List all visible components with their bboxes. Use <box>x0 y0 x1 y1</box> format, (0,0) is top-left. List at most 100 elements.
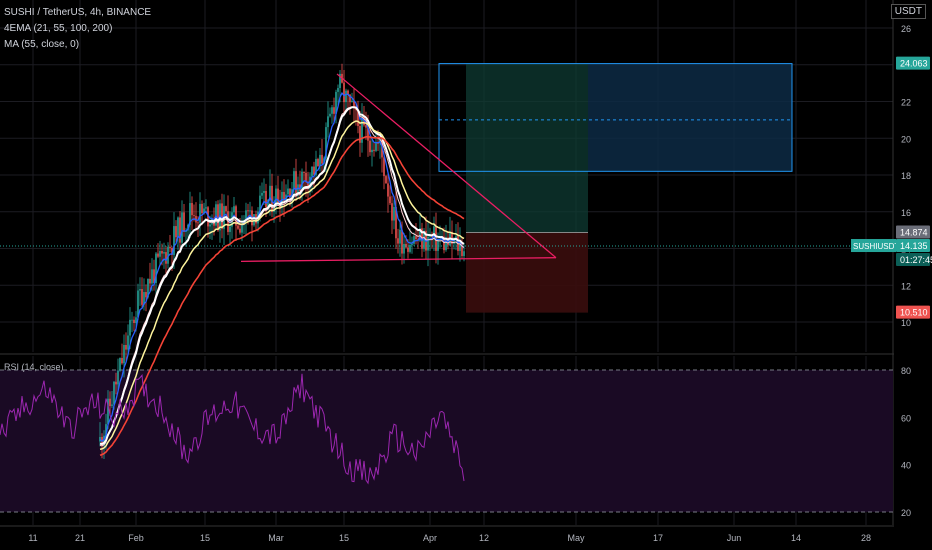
stop-price-tag-bg <box>896 305 930 319</box>
candle-body <box>453 239 455 244</box>
candle-body <box>159 251 161 257</box>
candle-body <box>445 237 447 251</box>
candle-body <box>233 206 235 213</box>
candle-body <box>369 140 371 153</box>
candle-body <box>407 247 409 252</box>
time-tick-label: Mar <box>268 533 284 543</box>
candle-body <box>135 317 137 324</box>
candle-body <box>169 246 171 249</box>
candle-body <box>305 172 307 183</box>
rsi-label[interactable]: RSI (14, close) <box>4 362 64 372</box>
candle-body <box>163 252 165 254</box>
candle-body <box>217 204 219 231</box>
candle-body <box>293 171 295 190</box>
candle-body <box>123 344 125 364</box>
candle-body <box>271 185 273 212</box>
candle-body <box>259 195 261 212</box>
triangle-upper-edge <box>336 73 557 259</box>
ema21-line <box>99 91 465 443</box>
candle-body <box>171 248 173 255</box>
ema100-line <box>99 120 465 450</box>
candle-body <box>269 185 271 200</box>
candle-body <box>393 206 395 221</box>
candle-body <box>315 158 317 175</box>
candle-body <box>317 158 319 167</box>
candle-body <box>361 116 363 143</box>
candle-body <box>339 73 341 89</box>
stop-zone <box>466 232 588 313</box>
time-tick-label: 12 <box>479 533 489 543</box>
rsi-pane <box>0 369 893 513</box>
candle-body <box>191 203 193 216</box>
candle-body <box>237 225 239 229</box>
candle-body <box>283 191 285 202</box>
countdown-tag: 01:27:45 <box>900 255 932 265</box>
price-tick-label: 18 <box>901 171 911 181</box>
candle-body <box>309 176 311 188</box>
moving-averages <box>99 91 465 457</box>
candle-body <box>157 253 159 257</box>
candle-body <box>399 229 401 244</box>
stop-price-tag: 10.510 <box>900 308 928 318</box>
candle-body <box>235 206 237 226</box>
position-zones <box>438 63 793 313</box>
entry-price-tag: 14.874 <box>900 227 928 237</box>
candle-body <box>427 236 429 251</box>
indicator-ma-label[interactable]: MA (55, close, 0) <box>4 39 80 50</box>
candle-body <box>181 212 183 243</box>
candle-body <box>209 224 211 227</box>
candle-body <box>153 269 155 284</box>
candle-body <box>151 269 153 284</box>
time-tick-label: 14 <box>791 533 801 543</box>
candle-body <box>389 196 391 204</box>
indicator-ema-label[interactable]: 4EMA (21, 55, 100, 200) <box>4 23 113 34</box>
symbol-title: SUSHI / TetherUS, 4h, BINANCE <box>4 7 152 18</box>
entry-price-tag-bg <box>896 225 930 239</box>
candle-body <box>149 278 151 284</box>
symbol-tag: SUSHIUSDT <box>853 242 899 251</box>
candle-body <box>337 88 339 92</box>
time-tick-label: 15 <box>339 533 349 543</box>
candle-body <box>383 157 385 177</box>
symbol-tag-bg <box>851 239 896 253</box>
time-tick-label: 11 <box>28 533 37 543</box>
candle-body <box>433 226 435 237</box>
candle-body <box>253 214 255 226</box>
price-tick-label: 16 <box>901 208 911 218</box>
candle-body <box>349 94 351 103</box>
candle-body <box>115 381 117 385</box>
candle-body <box>371 149 373 153</box>
candle-body <box>329 113 331 117</box>
price-tick-label: 10 <box>901 318 911 328</box>
ema55-line <box>99 106 465 446</box>
price-tick-label: 22 <box>901 98 911 108</box>
candle-body <box>189 203 191 225</box>
candle-body <box>145 292 147 298</box>
candle-body <box>147 278 149 298</box>
candle-body <box>121 358 123 364</box>
rsi-tick-label: 80 <box>901 366 911 376</box>
target-zone-near <box>466 63 588 233</box>
candle-body <box>279 202 281 208</box>
candle-body <box>207 207 209 227</box>
candle-body <box>247 210 249 212</box>
candle-body <box>429 236 431 238</box>
rsi-tick-label: 40 <box>901 461 911 471</box>
target-zone-outline <box>438 63 793 172</box>
candle-body <box>141 289 143 305</box>
candle-body <box>319 154 321 167</box>
candle-body <box>241 223 243 233</box>
candle-body <box>345 90 347 103</box>
candle-body <box>403 243 405 254</box>
candle-body <box>303 171 305 173</box>
candle-body <box>321 154 323 164</box>
candle-body <box>265 191 267 208</box>
candle-body <box>103 435 105 446</box>
candle-body <box>351 100 353 103</box>
candle-body <box>275 188 277 208</box>
candle-body <box>397 238 399 244</box>
currency-badge[interactable]: USDT <box>890 4 926 19</box>
candle-body <box>359 126 361 143</box>
candle-body <box>343 82 345 103</box>
